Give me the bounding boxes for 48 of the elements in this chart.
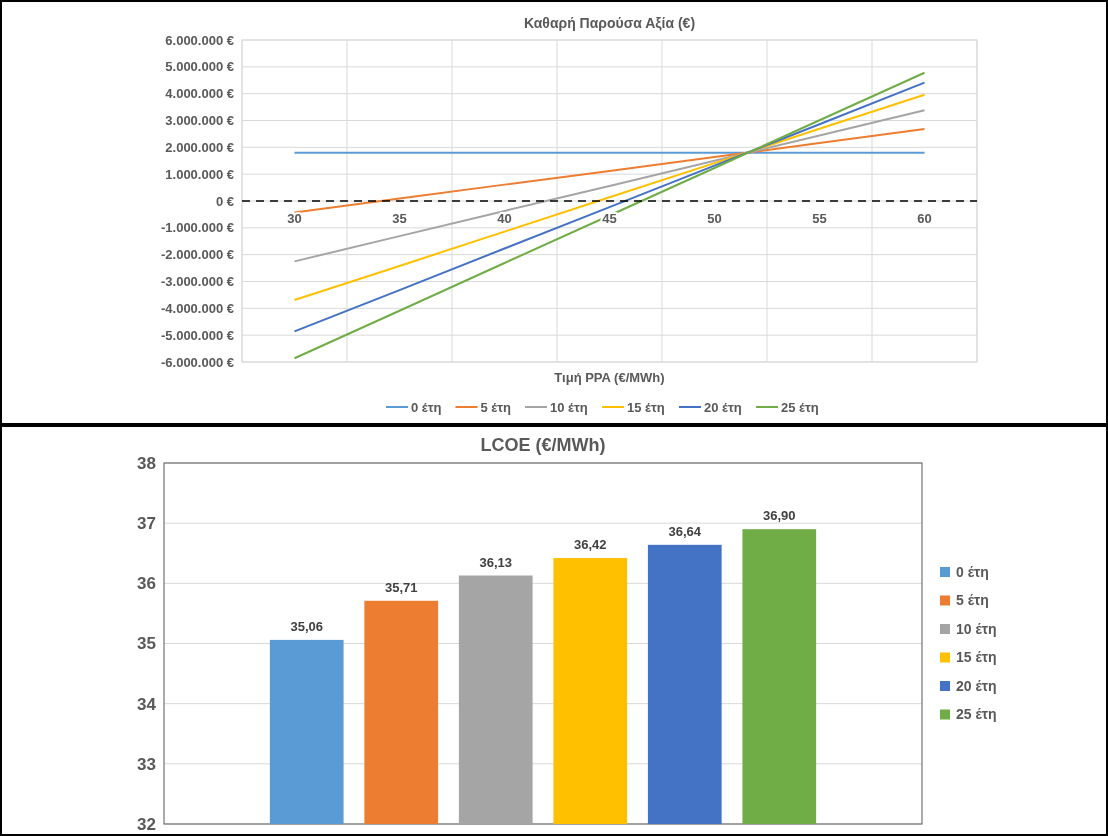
y-tick-label: 35	[137, 634, 156, 654]
y-tick-label: 3.000.000 €	[165, 113, 234, 129]
x-tick-label: 60	[917, 211, 932, 226]
x-tick-label: 50	[707, 211, 722, 226]
data-label: 36,13	[479, 554, 513, 570]
legend-label: 20 έτη	[704, 399, 742, 415]
chart-title: LCOE (€/MWh)	[480, 435, 606, 455]
legend-label: 15 έτη	[956, 649, 997, 666]
data-label: 36,90	[763, 508, 796, 524]
legend-label: 0 έτη	[411, 399, 442, 415]
y-tick-label: 5.000.000 €	[165, 59, 234, 75]
y-tick-label: 6.000.000 €	[165, 32, 234, 48]
legend-label: 5 έτη	[956, 592, 989, 609]
x-tick-label: 30	[287, 211, 302, 226]
y-tick-label: -2.000.000 €	[160, 247, 234, 263]
y-tick-label: -6.000.000 €	[160, 354, 234, 370]
y-tick-label: 34	[137, 694, 157, 714]
y-tick-label: -5.000.000 €	[160, 327, 234, 343]
legend-label: 5 έτη	[480, 399, 512, 415]
y-tick-label: -1.000.000 €	[160, 220, 234, 236]
y-tick-label: 1.000.000 €	[165, 166, 234, 182]
data-label: 35,71	[384, 579, 418, 595]
y-tick-label: -3.000.000 €	[160, 274, 234, 290]
legend-label: 0 έτη	[956, 563, 989, 580]
y-tick-label: 36	[137, 574, 156, 594]
y-tick-label: 4.000.000 €	[165, 86, 234, 102]
y-tick-label: 0 €	[215, 193, 234, 209]
y-tick-label: 33	[137, 754, 156, 774]
legend-label: 10 έτη	[550, 399, 588, 415]
x-tick-label: 55	[812, 211, 827, 226]
y-tick-label: 2.000.000 €	[165, 139, 234, 155]
data-label: 36,64	[668, 523, 702, 539]
line-series	[293, 128, 926, 214]
data-label: 35,06	[290, 618, 323, 634]
y-tick-label: 38	[137, 453, 156, 473]
legend-label: 10 έτη	[956, 620, 997, 637]
legend-label: 20 έτη	[956, 677, 997, 694]
y-tick-label: 32	[137, 814, 156, 834]
legend-label: 25 έτη	[781, 399, 819, 415]
x-tick-label: 40	[497, 211, 512, 226]
legend-label: 15 έτη	[627, 399, 665, 415]
legend-label: 25 έτη	[956, 706, 997, 723]
y-tick-label: -4.000.000 €	[160, 300, 234, 316]
data-label: 36,42	[573, 537, 607, 553]
x-tick-label: 35	[392, 211, 407, 226]
x-axis-title: Τιμή PPA (€/MWh)	[554, 370, 665, 385]
y-tick-label: 37	[137, 514, 156, 534]
chart-title: Καθαρή Παρούσα Αξία (€)	[523, 15, 696, 31]
